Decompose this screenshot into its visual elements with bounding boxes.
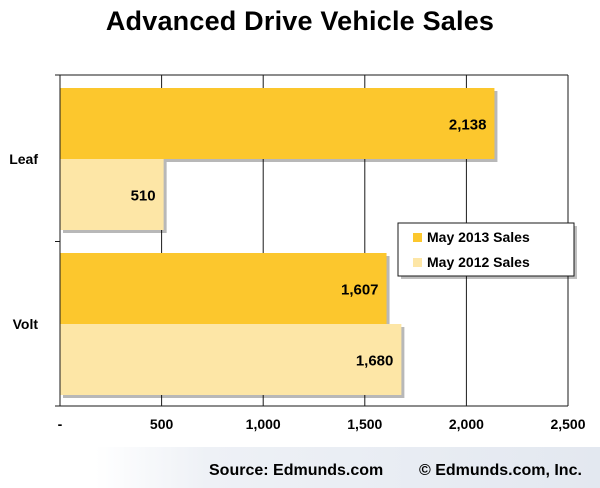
category-label: Leaf	[9, 151, 38, 167]
legend-box	[397, 222, 575, 277]
source-note: Source: Edmunds.com	[209, 462, 384, 479]
copyright-note: © Edmunds.com, Inc.	[419, 462, 582, 479]
data-label: 510	[131, 188, 156, 205]
legend-label: May 2013 Sales	[427, 229, 530, 245]
x-tick-label: 500	[150, 416, 174, 432]
bar-volt-2013	[60, 253, 387, 324]
bar-leaf-2012	[60, 159, 164, 230]
x-tick-label: 1,500	[347, 416, 382, 432]
data-label: 1,680	[356, 353, 394, 370]
footer-band	[95, 447, 600, 488]
legend-swatch	[413, 258, 422, 267]
x-tick-label: 1,000	[246, 416, 281, 432]
legend-label: May 2012 Sales	[427, 254, 530, 270]
data-label: 2,138	[449, 117, 487, 134]
category-label: Volt	[13, 316, 39, 332]
x-tick-label: -	[58, 416, 63, 432]
data-label: 1,607	[341, 282, 379, 299]
x-tick-label: 2,500	[550, 416, 585, 432]
x-tick-label: 2,000	[449, 416, 484, 432]
legend-swatch	[413, 233, 422, 242]
bar-volt-2012	[60, 324, 402, 395]
bar-leaf-2013	[60, 88, 495, 159]
chart-title: Advanced Drive Vehicle Sales	[105, 6, 495, 36]
